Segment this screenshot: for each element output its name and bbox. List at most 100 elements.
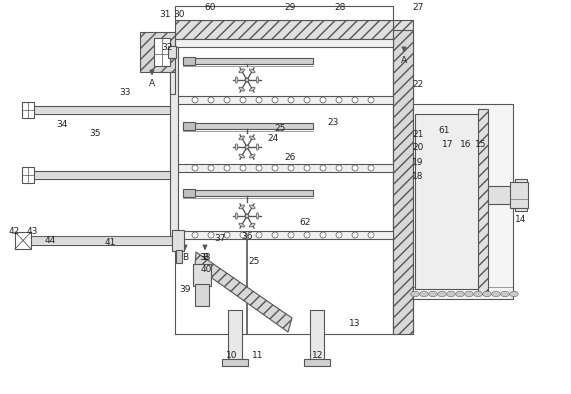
- Text: 44: 44: [45, 236, 55, 245]
- Bar: [175, 6, 393, 20]
- Circle shape: [245, 78, 249, 82]
- Text: 62: 62: [299, 217, 311, 227]
- Ellipse shape: [250, 69, 255, 73]
- Text: A: A: [401, 56, 407, 65]
- Ellipse shape: [474, 291, 482, 297]
- Bar: [168, 46, 176, 58]
- Text: 38: 38: [199, 253, 211, 262]
- Bar: [175, 164, 393, 172]
- Text: 33: 33: [119, 87, 131, 97]
- Text: 11: 11: [252, 351, 264, 361]
- Ellipse shape: [239, 223, 244, 227]
- Ellipse shape: [256, 144, 259, 150]
- Circle shape: [352, 97, 358, 103]
- Circle shape: [192, 165, 198, 171]
- Bar: [172, 230, 184, 251]
- Ellipse shape: [482, 291, 491, 297]
- Bar: [175, 20, 393, 39]
- Ellipse shape: [447, 291, 455, 297]
- Circle shape: [336, 165, 342, 171]
- Bar: [393, 20, 413, 334]
- Circle shape: [245, 145, 249, 149]
- Bar: [183, 58, 313, 64]
- Circle shape: [192, 232, 198, 238]
- Ellipse shape: [239, 136, 244, 140]
- Ellipse shape: [250, 87, 255, 91]
- Bar: [478, 109, 488, 294]
- Circle shape: [320, 165, 326, 171]
- Circle shape: [224, 165, 230, 171]
- Text: 28: 28: [334, 2, 345, 11]
- Text: 25: 25: [274, 123, 286, 132]
- Text: 21: 21: [412, 130, 424, 139]
- Text: 15: 15: [475, 139, 486, 149]
- Circle shape: [368, 232, 374, 238]
- Bar: [175, 39, 393, 47]
- Ellipse shape: [510, 291, 518, 297]
- Text: 31: 31: [159, 9, 171, 19]
- Text: 29: 29: [284, 2, 296, 11]
- Circle shape: [320, 97, 326, 103]
- Circle shape: [256, 97, 262, 103]
- Circle shape: [304, 165, 310, 171]
- Circle shape: [272, 232, 278, 238]
- Circle shape: [208, 97, 214, 103]
- Text: 35: 35: [89, 128, 100, 138]
- Bar: [304, 359, 330, 366]
- Text: 60: 60: [204, 2, 216, 11]
- Bar: [413, 104, 513, 299]
- Circle shape: [256, 165, 262, 171]
- Circle shape: [245, 214, 249, 218]
- Circle shape: [192, 97, 198, 103]
- Text: 14: 14: [515, 214, 526, 223]
- Circle shape: [208, 232, 214, 238]
- Ellipse shape: [239, 205, 244, 209]
- Circle shape: [240, 232, 246, 238]
- Text: 18: 18: [412, 171, 424, 180]
- Text: 25: 25: [248, 258, 260, 266]
- Text: 12: 12: [312, 351, 324, 361]
- Bar: [140, 32, 175, 72]
- Text: 43: 43: [26, 227, 38, 236]
- Circle shape: [288, 232, 294, 238]
- Bar: [515, 179, 527, 211]
- Circle shape: [272, 165, 278, 171]
- Text: 24: 24: [267, 134, 279, 143]
- Bar: [30, 106, 170, 114]
- Circle shape: [368, 97, 374, 103]
- Circle shape: [320, 232, 326, 238]
- Bar: [222, 359, 248, 366]
- Circle shape: [208, 165, 214, 171]
- Ellipse shape: [250, 154, 255, 158]
- Ellipse shape: [492, 291, 500, 297]
- Bar: [195, 284, 209, 306]
- Ellipse shape: [411, 291, 419, 297]
- Text: 32: 32: [162, 43, 172, 52]
- Ellipse shape: [256, 77, 259, 83]
- Circle shape: [240, 165, 246, 171]
- Bar: [15, 232, 31, 249]
- Circle shape: [256, 232, 262, 238]
- Circle shape: [352, 165, 358, 171]
- Ellipse shape: [438, 291, 447, 297]
- Circle shape: [368, 165, 374, 171]
- Bar: [183, 190, 313, 196]
- Circle shape: [288, 97, 294, 103]
- Bar: [183, 123, 313, 129]
- Bar: [170, 72, 175, 94]
- Ellipse shape: [250, 205, 255, 209]
- Text: B: B: [182, 253, 188, 262]
- Bar: [170, 47, 178, 239]
- Text: 41: 41: [104, 238, 116, 247]
- Text: 61: 61: [439, 126, 450, 134]
- Ellipse shape: [465, 291, 473, 297]
- Text: 23: 23: [327, 117, 339, 126]
- Ellipse shape: [239, 154, 244, 158]
- Text: 36: 36: [242, 232, 253, 240]
- Ellipse shape: [420, 291, 428, 297]
- Text: B: B: [202, 253, 208, 262]
- Text: 26: 26: [284, 152, 296, 162]
- Bar: [175, 231, 393, 239]
- Bar: [22, 102, 34, 118]
- Polygon shape: [195, 252, 292, 332]
